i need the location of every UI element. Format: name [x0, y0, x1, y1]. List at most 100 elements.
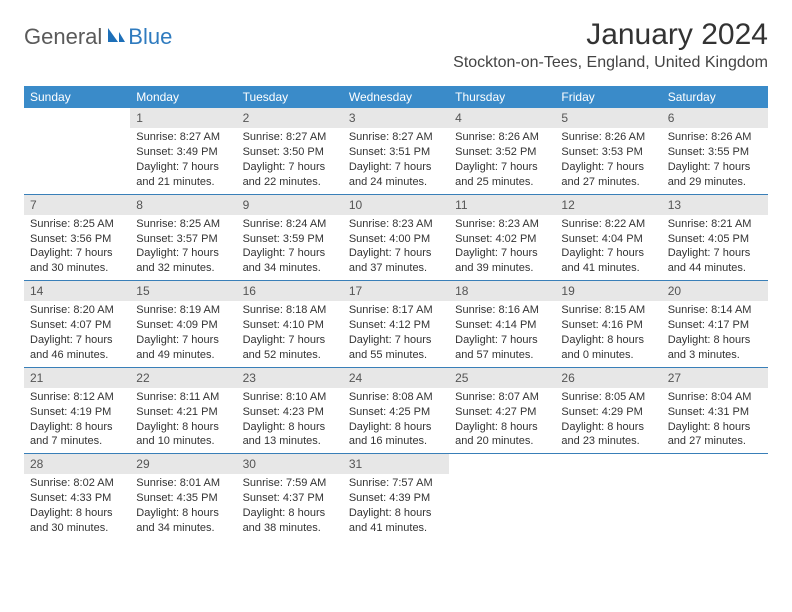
sunrise-text: Sunrise: 8:23 AM: [455, 217, 549, 232]
daylight-text: and 27 minutes.: [668, 434, 762, 449]
daylight-text: Daylight: 7 hours: [243, 333, 337, 348]
daylight-text: Daylight: 7 hours: [136, 333, 230, 348]
daylight-text: and 29 minutes.: [668, 175, 762, 190]
daylight-text: and 27 minutes.: [561, 175, 655, 190]
sunset-text: Sunset: 4:33 PM: [30, 491, 124, 506]
day-number: 31: [343, 454, 449, 474]
day-details: Sunrise: 8:23 AMSunset: 4:00 PMDaylight:…: [343, 215, 449, 280]
sunrise-text: Sunrise: 8:05 AM: [561, 390, 655, 405]
day-number: 27: [662, 368, 768, 388]
daylight-text: Daylight: 7 hours: [243, 246, 337, 261]
day-details: Sunrise: 8:26 AMSunset: 3:55 PMDaylight:…: [662, 128, 768, 193]
day-number: 8: [130, 195, 236, 215]
sunset-text: Sunset: 4:21 PM: [136, 405, 230, 420]
sunset-text: Sunset: 4:14 PM: [455, 318, 549, 333]
calendar-day-cell: 21Sunrise: 8:12 AMSunset: 4:19 PMDayligh…: [24, 367, 130, 454]
day-details: Sunrise: 8:07 AMSunset: 4:27 PMDaylight:…: [449, 388, 555, 453]
sunrise-text: Sunrise: 8:16 AM: [455, 303, 549, 318]
daylight-text: Daylight: 7 hours: [455, 160, 549, 175]
daylight-text: Daylight: 7 hours: [136, 160, 230, 175]
sunrise-text: Sunrise: 8:08 AM: [349, 390, 443, 405]
day-details: Sunrise: 8:15 AMSunset: 4:16 PMDaylight:…: [555, 301, 661, 366]
calendar-day-cell: 15Sunrise: 8:19 AMSunset: 4:09 PMDayligh…: [130, 281, 236, 368]
sunset-text: Sunset: 4:39 PM: [349, 491, 443, 506]
calendar-day-cell: 1Sunrise: 8:27 AMSunset: 3:49 PMDaylight…: [130, 108, 236, 194]
daylight-text: Daylight: 7 hours: [668, 160, 762, 175]
daylight-text: and 23 minutes.: [561, 434, 655, 449]
day-number: 30: [237, 454, 343, 474]
sunset-text: Sunset: 3:52 PM: [455, 145, 549, 160]
day-details: Sunrise: 8:17 AMSunset: 4:12 PMDaylight:…: [343, 301, 449, 366]
calendar-day-cell: 22Sunrise: 8:11 AMSunset: 4:21 PMDayligh…: [130, 367, 236, 454]
daylight-text: and 30 minutes.: [30, 521, 124, 536]
sunset-text: Sunset: 4:23 PM: [243, 405, 337, 420]
day-number: 26: [555, 368, 661, 388]
calendar-table: Sunday Monday Tuesday Wednesday Thursday…: [24, 86, 768, 540]
day-number: 4: [449, 108, 555, 128]
day-number: 17: [343, 281, 449, 301]
calendar-day-cell: 3Sunrise: 8:27 AMSunset: 3:51 PMDaylight…: [343, 108, 449, 194]
day-number: 21: [24, 368, 130, 388]
day-details: Sunrise: 8:14 AMSunset: 4:17 PMDaylight:…: [662, 301, 768, 366]
weekday-header: Thursday: [449, 86, 555, 108]
sunrise-text: Sunrise: 8:12 AM: [30, 390, 124, 405]
weekday-header: Wednesday: [343, 86, 449, 108]
daylight-text: and 49 minutes.: [136, 348, 230, 363]
day-number: 15: [130, 281, 236, 301]
day-details: Sunrise: 8:20 AMSunset: 4:07 PMDaylight:…: [24, 301, 130, 366]
day-details: Sunrise: 8:21 AMSunset: 4:05 PMDaylight:…: [662, 215, 768, 280]
calendar-day-cell: 4Sunrise: 8:26 AMSunset: 3:52 PMDaylight…: [449, 108, 555, 194]
weekday-header: Friday: [555, 86, 661, 108]
day-number: 29: [130, 454, 236, 474]
weekday-header: Tuesday: [237, 86, 343, 108]
sunset-text: Sunset: 3:53 PM: [561, 145, 655, 160]
sunrise-text: Sunrise: 8:26 AM: [668, 130, 762, 145]
sunset-text: Sunset: 4:16 PM: [561, 318, 655, 333]
sunrise-text: Sunrise: 8:25 AM: [30, 217, 124, 232]
logo: General Blue: [24, 18, 172, 50]
calendar-day-cell: 27Sunrise: 8:04 AMSunset: 4:31 PMDayligh…: [662, 367, 768, 454]
header: General Blue January 2024 Stockton-on-Te…: [24, 18, 768, 72]
weekday-header: Saturday: [662, 86, 768, 108]
calendar-day-cell: [24, 108, 130, 194]
day-number: 12: [555, 195, 661, 215]
sunset-text: Sunset: 4:31 PM: [668, 405, 762, 420]
calendar-page: General Blue January 2024 Stockton-on-Te…: [0, 0, 792, 558]
daylight-text: Daylight: 7 hours: [561, 246, 655, 261]
daylight-text: and 30 minutes.: [30, 261, 124, 276]
day-number: 23: [237, 368, 343, 388]
daylight-text: and 44 minutes.: [668, 261, 762, 276]
calendar-day-cell: 23Sunrise: 8:10 AMSunset: 4:23 PMDayligh…: [237, 367, 343, 454]
daylight-text: Daylight: 8 hours: [349, 506, 443, 521]
daylight-text: and 46 minutes.: [30, 348, 124, 363]
daylight-text: and 38 minutes.: [243, 521, 337, 536]
sunrise-text: Sunrise: 7:59 AM: [243, 476, 337, 491]
sunset-text: Sunset: 4:05 PM: [668, 232, 762, 247]
sunrise-text: Sunrise: 8:26 AM: [561, 130, 655, 145]
calendar-week-row: 14Sunrise: 8:20 AMSunset: 4:07 PMDayligh…: [24, 281, 768, 368]
calendar-day-cell: 5Sunrise: 8:26 AMSunset: 3:53 PMDaylight…: [555, 108, 661, 194]
daylight-text: Daylight: 8 hours: [136, 420, 230, 435]
day-number: 16: [237, 281, 343, 301]
day-details: Sunrise: 8:04 AMSunset: 4:31 PMDaylight:…: [662, 388, 768, 453]
sunset-text: Sunset: 4:19 PM: [30, 405, 124, 420]
sunset-text: Sunset: 4:12 PM: [349, 318, 443, 333]
day-details: Sunrise: 8:01 AMSunset: 4:35 PMDaylight:…: [130, 474, 236, 539]
calendar-day-cell: 8Sunrise: 8:25 AMSunset: 3:57 PMDaylight…: [130, 194, 236, 281]
daylight-text: and 20 minutes.: [455, 434, 549, 449]
sunrise-text: Sunrise: 8:24 AM: [243, 217, 337, 232]
daylight-text: and 0 minutes.: [561, 348, 655, 363]
sunset-text: Sunset: 4:02 PM: [455, 232, 549, 247]
daylight-text: and 34 minutes.: [136, 521, 230, 536]
calendar-week-row: 28Sunrise: 8:02 AMSunset: 4:33 PMDayligh…: [24, 454, 768, 540]
sunset-text: Sunset: 4:00 PM: [349, 232, 443, 247]
sunrise-text: Sunrise: 8:27 AM: [349, 130, 443, 145]
daylight-text: Daylight: 7 hours: [30, 246, 124, 261]
calendar-day-cell: [662, 454, 768, 540]
day-details: Sunrise: 8:27 AMSunset: 3:49 PMDaylight:…: [130, 128, 236, 193]
daylight-text: Daylight: 7 hours: [349, 160, 443, 175]
sunrise-text: Sunrise: 7:57 AM: [349, 476, 443, 491]
daylight-text: Daylight: 8 hours: [349, 420, 443, 435]
day-details: Sunrise: 8:05 AMSunset: 4:29 PMDaylight:…: [555, 388, 661, 453]
sunrise-text: Sunrise: 8:22 AM: [561, 217, 655, 232]
